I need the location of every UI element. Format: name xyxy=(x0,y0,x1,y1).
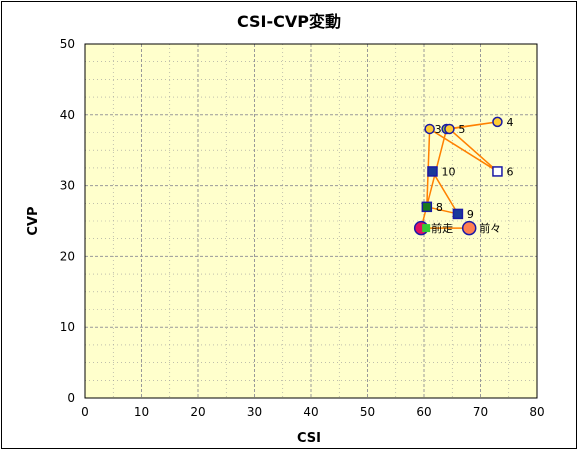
data-point-label: 8 xyxy=(436,201,443,214)
y-tick-labels: 0 10 20 30 40 50 xyxy=(60,37,75,405)
x-tick-label: 20 xyxy=(190,405,205,419)
x-tick-label: 60 xyxy=(416,405,431,419)
plot-area xyxy=(84,43,538,399)
data-point-circle xyxy=(492,116,503,128)
x-tick-label: 70 xyxy=(473,405,488,419)
data-point-circle xyxy=(444,123,455,135)
data-point-label: 6 xyxy=(506,165,513,178)
y-axis-title: CVP xyxy=(26,206,41,235)
data-point-label: 10 xyxy=(441,165,455,178)
y-tick-label: 0 xyxy=(67,391,75,405)
data-point-square xyxy=(421,201,433,213)
x-tick-label: 30 xyxy=(247,405,262,419)
chart-title: CSI-CVP変動 xyxy=(237,12,341,31)
data-point-square xyxy=(452,208,464,220)
x-tick-label: 0 xyxy=(81,405,89,419)
data-point-label: 5 xyxy=(458,123,465,136)
y-tick-label: 50 xyxy=(60,37,75,51)
data-point-label: 前走 xyxy=(431,221,453,235)
data-point-label: 9 xyxy=(467,208,474,221)
data-point-label: 3 xyxy=(435,123,442,136)
data-point-square xyxy=(427,166,438,177)
data-point-label: 前々 xyxy=(479,221,501,235)
data-point-overlay xyxy=(422,224,431,233)
data-point-circle xyxy=(424,123,435,135)
data-point-square xyxy=(492,166,503,177)
data-series: 3 4 5 6 8 9 10 前々 前走 xyxy=(413,116,513,236)
y-tick-label: 40 xyxy=(60,108,75,122)
x-tick-label: 80 xyxy=(529,405,544,419)
x-tick-label: 10 xyxy=(134,405,149,419)
x-axis-title: CSI xyxy=(297,431,321,446)
y-tick-label: 10 xyxy=(60,320,75,334)
x-tick-labels: 0 10 20 30 40 50 60 70 80 xyxy=(81,405,544,419)
plot-border xyxy=(84,43,538,399)
data-point-label: 4 xyxy=(506,116,513,129)
trail-line xyxy=(420,121,498,229)
x-tick-label: 40 xyxy=(303,405,318,419)
y-tick-label: 30 xyxy=(60,179,75,193)
y-tick-label: 20 xyxy=(60,249,75,263)
x-tick-label: 50 xyxy=(360,405,375,419)
data-point-circle xyxy=(461,220,477,236)
